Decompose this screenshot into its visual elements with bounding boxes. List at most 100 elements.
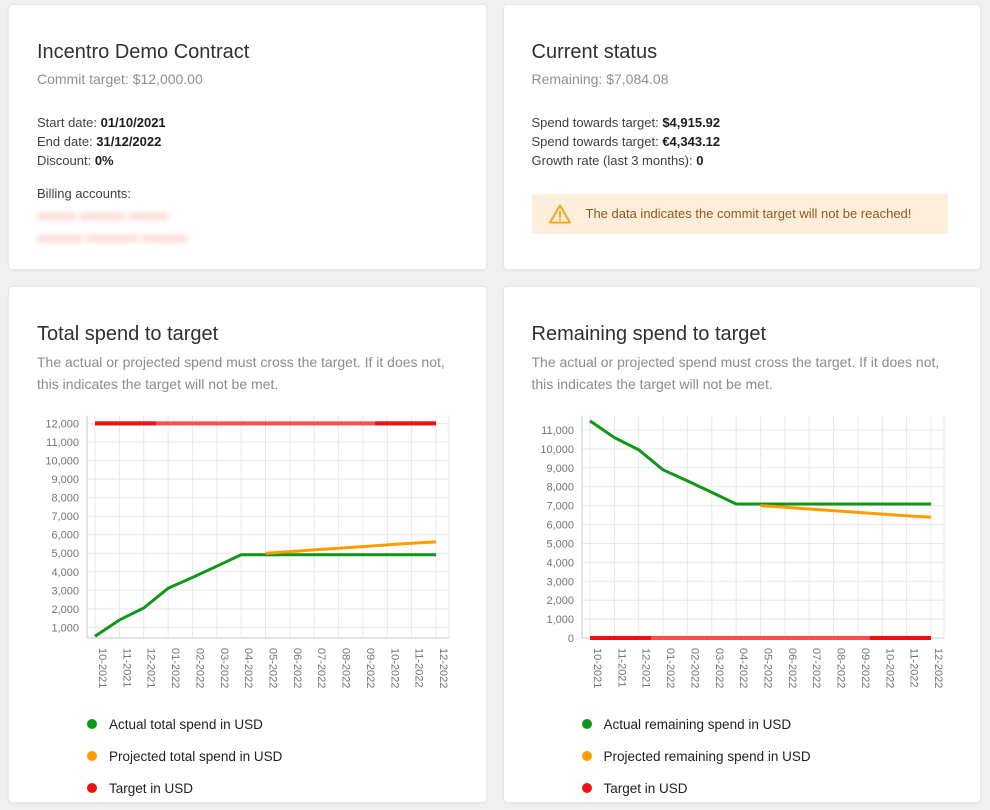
svg-text:05-2022: 05-2022 [761, 648, 773, 688]
total-spend-card: Total spend to target The actual or proj… [8, 286, 487, 803]
svg-text:9,000: 9,000 [51, 474, 79, 486]
svg-text:11,000: 11,000 [46, 437, 79, 449]
legend-dot-icon [87, 719, 97, 729]
svg-text:0: 0 [567, 633, 573, 645]
svg-text:08-2022: 08-2022 [340, 648, 352, 688]
remaining-spend-legend: Actual remaining spend in USD Projected r… [581, 708, 949, 802]
svg-text:3,000: 3,000 [51, 585, 79, 597]
svg-text:9,000: 9,000 [546, 463, 574, 475]
svg-text:06-2022: 06-2022 [291, 648, 303, 688]
legend-label: Projected total spend in USD [109, 748, 283, 764]
legend-item: Target in USD [87, 772, 454, 802]
svg-text:12-2021: 12-2021 [639, 648, 651, 688]
remaining-spend-description: The actual or projected spend must cross… [531, 354, 940, 392]
svg-text:04-2022: 04-2022 [737, 648, 749, 688]
total-spend-description: The actual or projected spend must cross… [37, 354, 445, 392]
svg-text:1,000: 1,000 [546, 614, 574, 626]
legend-dot-icon [581, 751, 592, 761]
remaining-spend-title: Remaining spend to target [531, 323, 767, 345]
legend-label: Target in USD [603, 780, 688, 796]
svg-text:02-2022: 02-2022 [193, 648, 205, 688]
svg-text:12-2022: 12-2022 [932, 648, 944, 688]
legend-dot-icon [581, 719, 592, 729]
svg-text:10-2021: 10-2021 [96, 648, 108, 688]
svg-text:6,000: 6,000 [546, 520, 574, 532]
svg-text:3,000: 3,000 [546, 576, 574, 588]
status-fields: Spend towards target: $4,915.92 Spend to… [532, 113, 949, 170]
remaining-spend-chart: 0 1,000 2,000 3,000 4,000 5,000 6,000 7,000 8,00… [540, 416, 944, 688]
svg-text:07-2022: 07-2022 [315, 648, 327, 688]
contract-card: Incentro Demo Contract Commit target: $1… [8, 4, 487, 270]
svg-text:11-2021: 11-2021 [615, 648, 627, 688]
legend-item: Target in USD [581, 772, 949, 802]
svg-text:2,000: 2,000 [546, 595, 574, 607]
svg-text:10-2021: 10-2021 [591, 648, 603, 688]
svg-text:10-2022: 10-2022 [388, 648, 400, 688]
remaining-spend-card: Remaining spend to target The actual or … [502, 286, 981, 803]
svg-text:01-2022: 01-2022 [664, 648, 676, 688]
svg-text:7,000: 7,000 [546, 501, 574, 513]
svg-text:8,000: 8,000 [546, 482, 574, 494]
field-row-start-date: Start date: 01/10/2021 [37, 113, 454, 132]
svg-text:10,000: 10,000 [540, 444, 574, 456]
svg-text:5,000: 5,000 [51, 548, 79, 560]
field-label: End date: [37, 134, 97, 149]
svg-text:01-2022: 01-2022 [169, 648, 181, 688]
legend-dot-icon [87, 751, 97, 761]
legend-label: Projected remaining spend in USD [603, 748, 811, 764]
svg-text:11-2022: 11-2022 [907, 648, 919, 688]
field-value: 0 [696, 153, 704, 168]
svg-text:09-2022: 09-2022 [858, 648, 870, 688]
svg-text:12-2022: 12-2022 [437, 648, 449, 688]
legend-dot-icon [87, 783, 97, 793]
field-label: Start date: [37, 115, 101, 130]
svg-text:03-2022: 03-2022 [218, 648, 230, 688]
svg-text:1,000: 1,000 [51, 622, 79, 634]
total-spend-chart: 1,000 2,000 3,000 4,000 5,000 6,000 7,000 8,000… [37, 409, 454, 706]
field-row-discount: Discount: 0% [37, 151, 454, 170]
remaining-amount: Remaining: $7,084.08 [531, 71, 669, 87]
contract-title: Incentro Demo Contract [37, 41, 250, 63]
billing-accounts-label: Billing accounts: [37, 186, 131, 201]
commit-target: Commit target: $12,000.00 [37, 71, 203, 87]
svg-text:7,000: 7,000 [51, 511, 79, 523]
svg-text:11-2022: 11-2022 [413, 648, 425, 688]
svg-text:10,000: 10,000 [45, 456, 79, 468]
svg-text:4,000: 4,000 [546, 557, 574, 569]
billing-account-link-redacted[interactable]: xxxxxx xxxxxxx xxxxxx [37, 208, 168, 223]
warning-banner: The data indicates the commit target wil… [531, 194, 948, 234]
svg-text:05-2022: 05-2022 [267, 648, 279, 688]
status-card: Current status Remaining: $7,084.08 Spen… [502, 4, 981, 270]
legend-label: Target in USD [109, 780, 194, 796]
svg-text:09-2022: 09-2022 [364, 648, 376, 688]
field-label: Discount: [37, 153, 95, 168]
svg-text:6,000: 6,000 [51, 530, 79, 542]
svg-text:4,000: 4,000 [51, 567, 79, 579]
field-value: €4,343.12 [662, 134, 721, 149]
svg-text:04-2022: 04-2022 [242, 648, 254, 688]
legend-item: Projected remaining spend in USD [581, 740, 949, 772]
field-row-end-date: End date: 31/12/2022 [37, 132, 454, 151]
warning-text: The data indicates the commit target wil… [585, 206, 912, 221]
legend-dot-icon [581, 783, 592, 793]
svg-text:08-2022: 08-2022 [834, 648, 846, 688]
remaining-spend-chart: 0 1,000 2,000 3,000 4,000 5,000 6,000 7,000 8,00… [532, 409, 949, 706]
field-value: 0% [94, 153, 114, 168]
svg-text:10-2022: 10-2022 [883, 648, 895, 688]
svg-text:03-2022: 03-2022 [712, 648, 724, 688]
svg-text:06-2022: 06-2022 [785, 648, 797, 688]
svg-text:2,000: 2,000 [51, 604, 79, 616]
field-label: Growth rate (last 3 months): [531, 153, 697, 168]
field-row-spend-usd: Spend towards target: $4,915.92 [532, 113, 949, 132]
status-title: Current status [531, 41, 658, 63]
legend-item: Actual remaining spend in USD [581, 708, 949, 740]
svg-text:12-2021: 12-2021 [145, 648, 157, 688]
legend-item: Projected total spend in USD [87, 740, 454, 772]
legend-label: Actual remaining spend in USD [603, 716, 792, 732]
field-value: 31/12/2022 [96, 134, 162, 149]
field-value: 01/10/2021 [100, 115, 166, 130]
total-spend-chart: 1,000 2,000 3,000 4,000 5,000 6,000 7,000 8,000… [45, 416, 450, 688]
billing-account-link-redacted[interactable]: xxxxxxx xxxxxxxx xxxxxxx [37, 230, 188, 245]
contract-fields: Start date: 01/10/2021 End date: 31/12/2… [37, 113, 454, 170]
